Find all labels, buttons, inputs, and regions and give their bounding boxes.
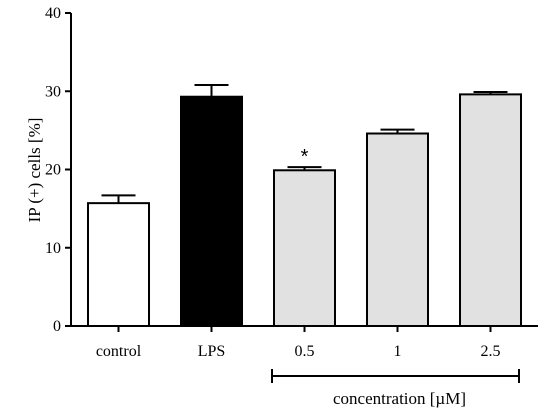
axes-layer: 0 10 20 30 40 xyxy=(45,5,538,335)
bracket-label: concentration [µM] xyxy=(333,389,466,408)
x-tick-label: LPS xyxy=(198,343,226,360)
labels-layer: control LPS * 0.5 1 2.5 xyxy=(96,146,501,360)
bars-layer xyxy=(87,83,522,328)
y-tick-label: 40 xyxy=(45,5,61,22)
y-tick-label: 20 xyxy=(45,162,61,179)
y-axis-label: IP (+) cells [%] xyxy=(25,118,44,223)
x-tick-label: 1 xyxy=(394,343,402,360)
bar-1 xyxy=(366,132,429,327)
bar-LPS xyxy=(180,95,243,328)
significance-marker: * xyxy=(301,146,309,168)
group-bracket: concentration [µM] xyxy=(271,369,520,408)
y-tick-label: 10 xyxy=(45,240,61,257)
x-tick-label: control xyxy=(96,343,142,360)
x-tick-label: 0.5 xyxy=(295,343,315,360)
y-tick-label: 0 xyxy=(53,318,61,335)
x-tick-label: 2.5 xyxy=(481,343,501,360)
bar-0.5 xyxy=(273,169,336,327)
y-tick-label: 30 xyxy=(45,83,61,100)
bar-2.5 xyxy=(459,93,522,327)
bar-control xyxy=(87,202,150,328)
